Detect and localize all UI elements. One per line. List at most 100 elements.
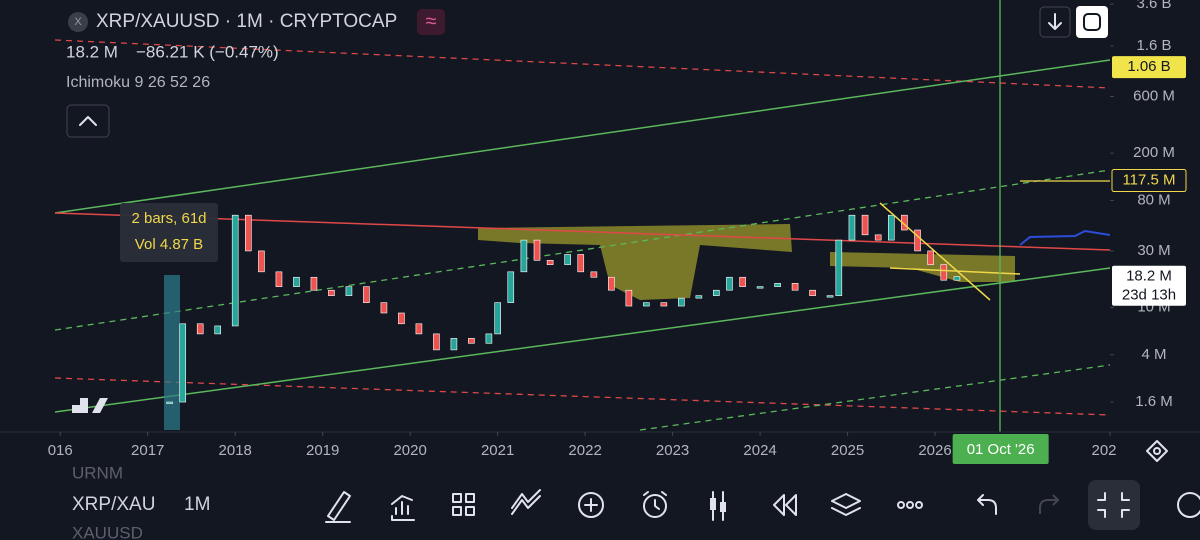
price-label-box <box>1111 169 1187 193</box>
measure-volume: Vol 4.87 B <box>135 236 203 253</box>
candle <box>564 254 571 265</box>
tv-logo <box>72 398 108 413</box>
candle <box>196 323 204 335</box>
candle <box>791 283 799 291</box>
x-tick-label: 202 <box>1091 442 1116 459</box>
crosshair-label-box <box>952 434 1049 464</box>
red-dashed-line <box>54 39 1111 89</box>
alert-tool[interactable] <box>643 491 667 518</box>
channel-line <box>54 267 1111 413</box>
price-label-box <box>1112 56 1186 79</box>
candle <box>345 286 353 296</box>
watchlist-item[interactable]: URNM <box>72 463 123 482</box>
collapse-button[interactable] <box>66 104 110 138</box>
undo-tool[interactable] <box>977 494 997 515</box>
grid-cell <box>465 506 475 516</box>
candle <box>546 260 554 265</box>
symbol-title[interactable]: XRP/XAUUSD · 1M · CRYPTOCAP <box>96 11 397 32</box>
x-tick-label: 2024 <box>743 442 776 459</box>
y-tick-label: 4 M <box>1141 346 1166 363</box>
draw-tool[interactable] <box>325 491 351 523</box>
replay-tool[interactable] <box>773 494 797 516</box>
candle <box>450 338 458 351</box>
replay-button[interactable] <box>1076 6 1108 38</box>
candle <box>835 239 843 296</box>
indicator-label[interactable]: Ichimoku 9 26 52 26 <box>66 74 210 91</box>
candle <box>485 333 493 344</box>
compare-icon <box>511 489 541 515</box>
candle <box>774 283 781 287</box>
candle <box>494 302 501 335</box>
channel-dashed <box>54 169 1111 331</box>
grid-cell <box>465 493 475 503</box>
watchlist-item[interactable]: XAUUSD <box>72 523 143 540</box>
candle <box>756 286 764 289</box>
indicators-tool[interactable] <box>391 495 415 521</box>
x-tick-label: 2021 <box>481 442 514 459</box>
measure-box <box>120 203 218 262</box>
candle <box>739 276 746 287</box>
interval[interactable]: 1M <box>184 494 210 515</box>
candle <box>888 214 895 241</box>
grid-cell <box>452 506 462 516</box>
layout-tool[interactable] <box>452 493 475 516</box>
candle <box>726 276 733 291</box>
candle <box>826 295 834 298</box>
x-tick-label: 2018 <box>219 442 252 459</box>
download-icon <box>1048 13 1062 30</box>
y-tick-label: 1.6 M <box>1135 393 1173 410</box>
candle <box>590 271 598 278</box>
candle-body <box>710 498 716 510</box>
indicators-icon <box>391 495 415 521</box>
candle <box>643 302 650 307</box>
candle <box>577 254 585 273</box>
exchange-glyph: ≈ <box>426 10 437 32</box>
dot <box>906 501 914 509</box>
redo-tool <box>1039 494 1060 514</box>
candle <box>874 234 882 241</box>
candle <box>380 302 388 314</box>
candle <box>231 214 239 327</box>
chart-type-tool[interactable] <box>710 491 726 521</box>
candle <box>415 323 423 335</box>
settings-dot <box>1153 447 1161 455</box>
price-change: −86.21 K (−0.47%) <box>136 42 279 61</box>
candle <box>660 302 668 307</box>
candle <box>363 286 370 303</box>
symbol-icon-glyph: X <box>74 16 82 28</box>
y-tick-label: 3.6 B <box>1136 0 1171 12</box>
candle-body <box>720 502 726 512</box>
candle <box>433 333 440 351</box>
fullscreen-button[interactable] <box>1088 480 1140 530</box>
watchlist-item[interactable]: XRP/XAU <box>72 494 155 515</box>
pencil-icon <box>325 491 351 523</box>
price-label: 1.06 B <box>1127 58 1170 75</box>
candle <box>848 214 856 241</box>
price-label-box <box>1112 265 1186 306</box>
overlay: 2 bars, 61d Vol 4.87 B <box>120 0 1110 432</box>
price-labels: 1.06 B 117.5 M 18.2 M 23d 13h <box>1111 56 1187 306</box>
undo-icon <box>977 494 997 515</box>
exit-fullscreen-icon <box>1097 492 1130 518</box>
more-tool[interactable] <box>897 501 923 509</box>
layers-tool[interactable] <box>831 493 861 516</box>
crosshair-label: 01 Oct '26 <box>967 441 1035 458</box>
candle <box>940 264 948 281</box>
alarm-icon <box>643 494 667 518</box>
compare-tool[interactable] <box>511 489 541 515</box>
candle <box>927 250 934 265</box>
price-label: 117.5 M <box>1122 172 1175 189</box>
trend-line <box>879 202 991 301</box>
candle <box>608 276 615 291</box>
candle <box>310 276 318 291</box>
channel-line <box>54 59 1111 214</box>
x-axis: 016 2017 2018 2019 2020 2021 2022 2023 2024 2025 2… <box>48 432 1117 464</box>
partial-icon[interactable] <box>1177 492 1200 518</box>
dot <box>897 501 905 509</box>
x-tick-label: 2020 <box>393 442 426 459</box>
candle <box>507 271 515 303</box>
add-tool[interactable] <box>578 492 604 518</box>
exchange-badge <box>417 9 445 35</box>
